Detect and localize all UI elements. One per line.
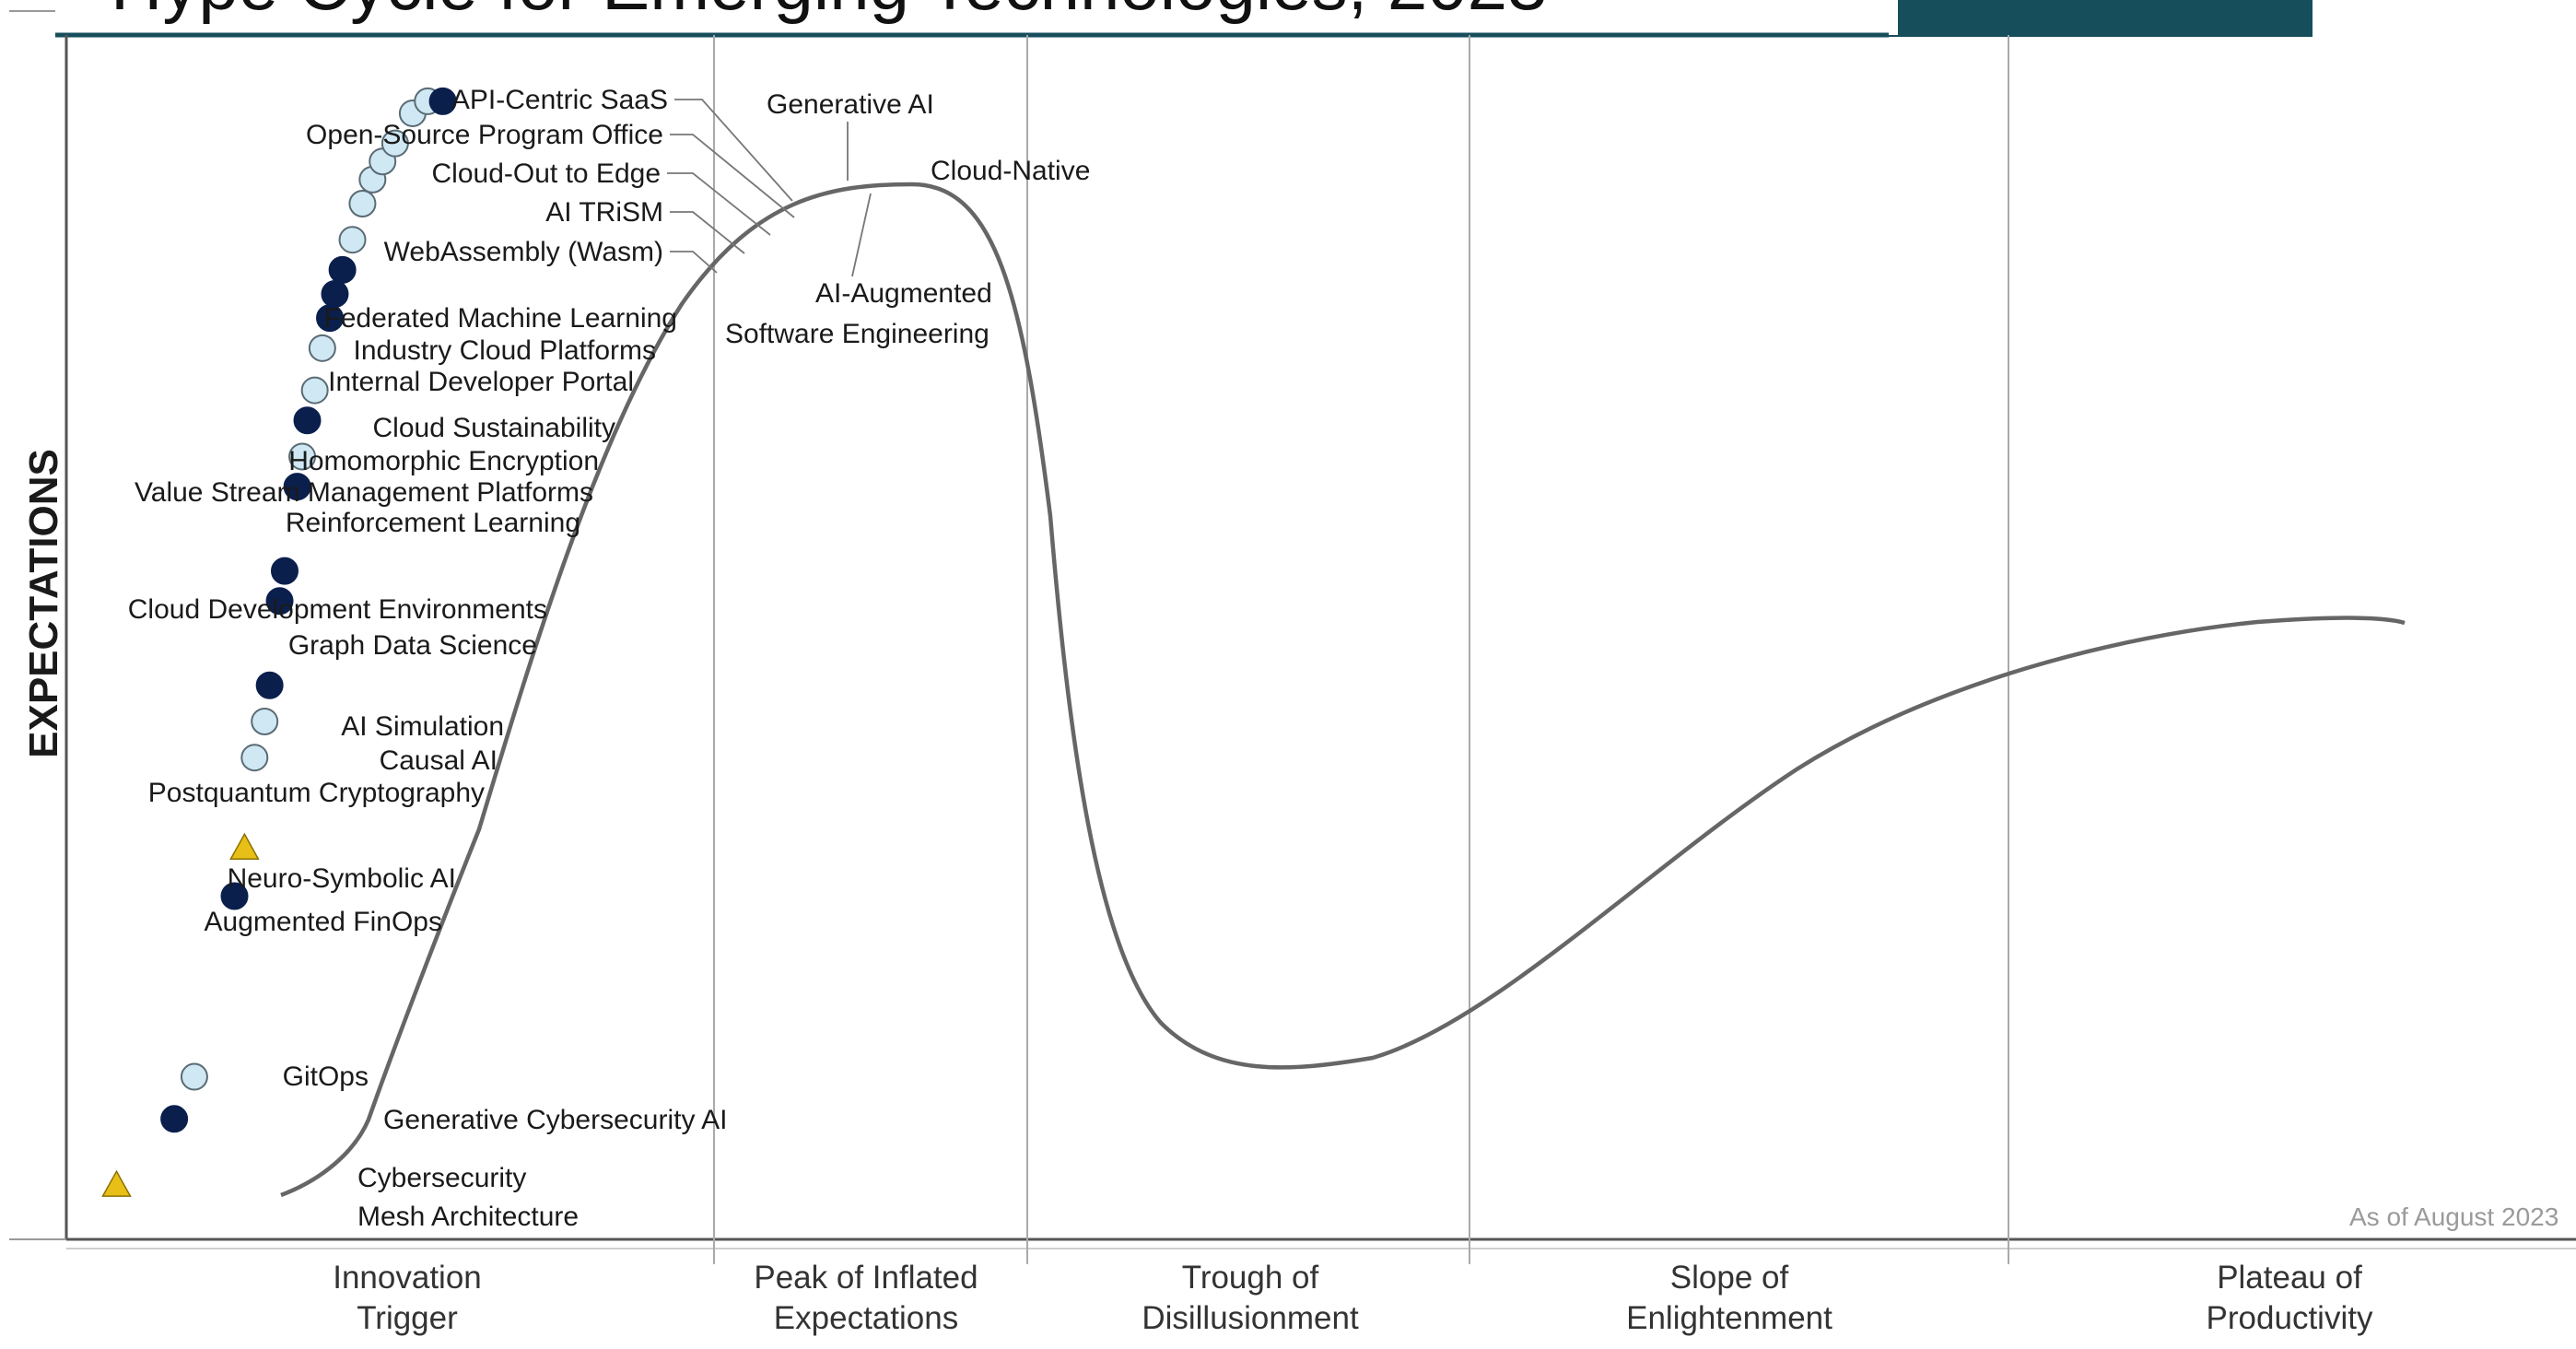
marker-ai-trism	[348, 189, 377, 217]
marker-cloud-sustainability	[300, 376, 329, 405]
phase-label-line1: Slope of	[1670, 1260, 1789, 1296]
phase-label-line1: Innovation	[333, 1260, 482, 1296]
phase-label-line2: Productivity	[2207, 1300, 2373, 1336]
phase-label-line2: Enlightenment	[1626, 1300, 1832, 1336]
label-graph-data-science: Graph Data Science	[288, 630, 537, 661]
label-augmented-finops: Augmented FinOps	[205, 907, 442, 937]
label-cybersecurity-line2: Mesh Architecture	[357, 1202, 579, 1232]
label-neuro-symbolic-ai: Neuro-Symbolic AI	[228, 863, 456, 894]
marker-homomorphic-encryption	[293, 406, 322, 435]
label-open-source-program-office: Open-Source Program Office	[306, 120, 663, 150]
phase-label-line1: Peak of Inflated	[754, 1260, 978, 1296]
label-cloud-sustainability: Cloud Sustainability	[373, 413, 615, 443]
technology-labels: Cybersecurity Mesh Architecture Generative…	[128, 85, 1091, 1232]
label-ai-augmented: AI-Augmented	[815, 278, 992, 309]
label-value-stream-management-platforms: Value Stream Management Platforms	[135, 477, 593, 508]
marker-cloud-development-environments	[270, 557, 299, 585]
label-leader-lines	[667, 99, 872, 277]
leader-api-centric-saas	[674, 99, 793, 202]
label-causal-ai: Causal AI	[380, 745, 498, 776]
marker-generative-cybersecurity-ai	[160, 1105, 189, 1133]
phase-label-line2: Expectations	[774, 1300, 958, 1336]
label-ai-simulation: AI Simulation	[341, 711, 504, 742]
label-cloud-out-to-edge: Cloud-Out to Edge	[432, 158, 661, 189]
marker-neuro-symbolic-ai	[229, 832, 260, 860]
marker-api-centric-saas	[381, 129, 409, 158]
label-generative-cybersecurity-ai: Generative Cybersecurity AI	[383, 1105, 728, 1135]
marker-reinforcement-learning	[283, 473, 311, 501]
phase-label-line1: Trough of	[1182, 1260, 1319, 1296]
leader-cloud-out-to-edge	[667, 172, 771, 236]
leader-open-source-program-office	[670, 134, 795, 218]
label-cloud-native: Cloud-Native	[931, 156, 1090, 186]
marker-cybersecurity	[101, 1169, 132, 1197]
y-axis-title: EXPECTATIONS	[21, 449, 66, 758]
leader-ai-augmented	[851, 193, 872, 277]
label-ai-trism: AI TRiSM	[545, 197, 663, 228]
label-api-centric-saas: API-Centric SaaS	[451, 85, 668, 115]
label-federated-machine-learning: Federated Machine Learning	[323, 303, 677, 334]
label-homomorphic-encryption: Homomorphic Encryption	[288, 446, 599, 476]
label-reinforcement-learning: Reinforcement Learning	[286, 508, 580, 538]
label-internal-developer-portal: Internal Developer Portal	[328, 367, 634, 397]
label-gitops: GitOps	[283, 1062, 369, 1092]
leader-webassembly-wasm	[670, 251, 718, 274]
marker-webassembly-wasm	[338, 226, 367, 254]
label-software-engineering: Software Engineering	[725, 319, 989, 349]
title-banner-white	[55, 0, 1898, 35]
marker-software-engineering	[328, 255, 357, 284]
phase-label-line2: Trigger	[357, 1300, 458, 1336]
marker-value-stream-management-platforms	[288, 442, 317, 471]
technology-markers	[101, 87, 457, 1197]
label-cybersecurity: Cybersecurity	[357, 1163, 526, 1193]
marker-postquantum-cryptography	[240, 744, 269, 772]
marker-ai-simulation	[255, 671, 284, 699]
phase-label-line2: Disillusionment	[1142, 1300, 1359, 1336]
chart-title: Hype Cycle for Emerging Technologies, 20…	[111, 0, 1547, 25]
marker-augmented-finops	[220, 882, 249, 910]
phase-dividers	[713, 35, 2009, 1264]
marker-graph-data-science	[265, 587, 294, 616]
phase-label-line1: Plateau of	[2217, 1260, 2362, 1296]
label-webassembly-wasm: WebAssembly (Wasm)	[384, 237, 663, 267]
label-postquantum-cryptography: Postquantum Cryptography	[148, 778, 485, 808]
marker-cloud-native	[428, 87, 457, 115]
marker-gitops	[180, 1062, 208, 1091]
marker-causal-ai	[251, 707, 279, 735]
label-industry-cloud-platforms: Industry Cloud Platforms	[354, 335, 656, 366]
title-banner-bar	[1889, 0, 2313, 37]
label-generative-ai: Generative AI	[767, 89, 934, 120]
hype-curve-line	[280, 182, 2406, 1198]
label-cloud-development-environments: Cloud Development Environments	[128, 594, 547, 625]
marker-internal-developer-portal	[308, 334, 336, 362]
phase-labels: Innovation Trigger Peak of Inflated Expecta…	[333, 1260, 2373, 1336]
leader-ai-trism	[670, 211, 745, 254]
as-of-note: As of August 2023	[2349, 1202, 2558, 1231]
